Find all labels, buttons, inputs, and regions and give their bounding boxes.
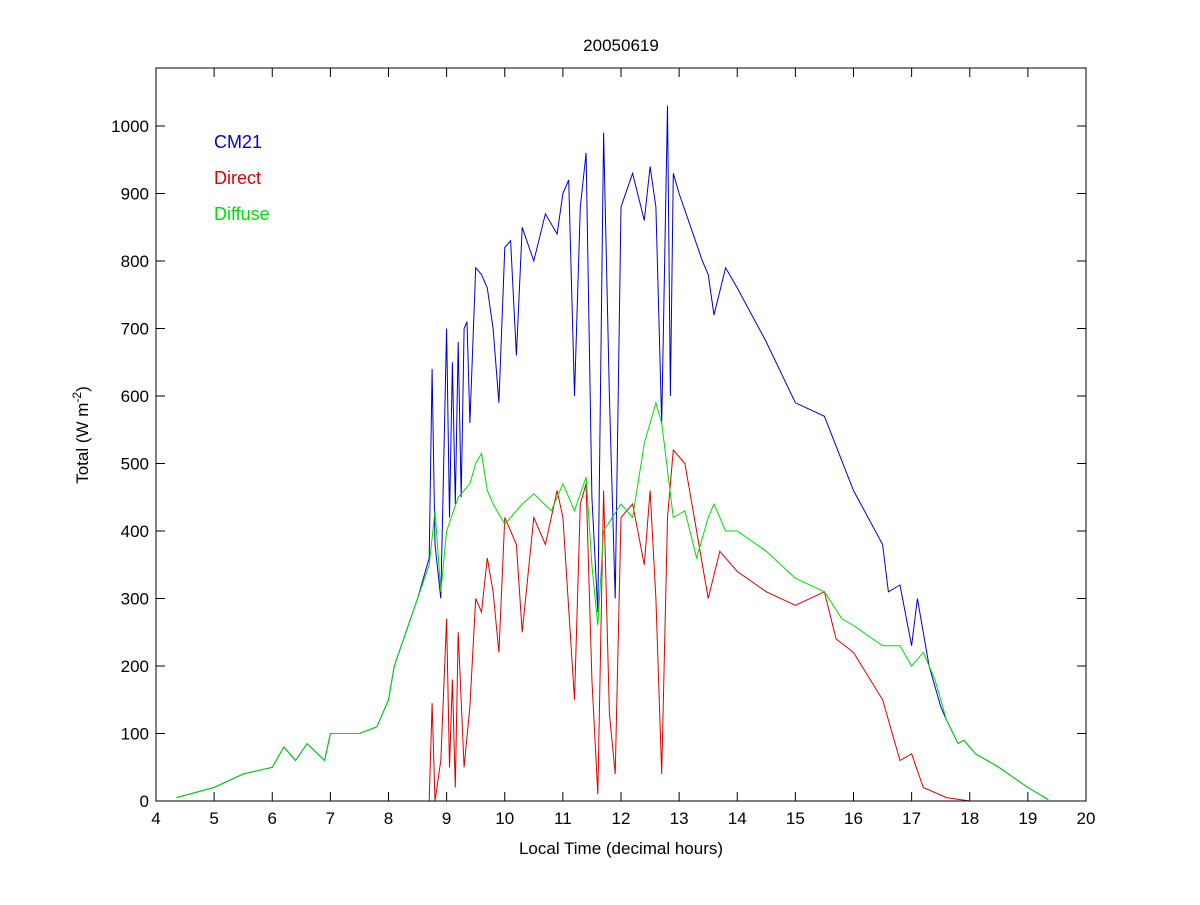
y-tick-label: 400 [121,522,149,541]
x-tick-label: 18 [960,809,979,828]
y-tick-label: 800 [121,252,149,271]
y-tick-label: 900 [121,185,149,204]
y-tick-label: 200 [121,657,149,676]
x-tick-label: 8 [384,809,393,828]
legend-entry-cm21: CM21 [214,132,262,152]
x-tick-label: 7 [326,809,335,828]
y-tick-label: 300 [121,590,149,609]
y-axis-label-sup: -2 [70,392,84,403]
ticks-layer: 4 5 6 7 8 9 10 11 12 13 14 15 16 17 18 19 20010020030040… [111,68,1095,828]
y-tick-label: 1000 [111,117,149,136]
x-tick-label: 10 [495,809,514,828]
x-tick-label: 4 [151,809,160,828]
x-tick-label: 11 [554,809,572,828]
x-tick-label: 6 [268,809,277,828]
y-tick-label: 0 [140,792,149,811]
y-tick-label: 100 [121,725,149,744]
x-tick-label: 17 [902,809,921,828]
x-tick-label: 20 [1077,809,1096,828]
legend-entry-diffuse: Diffuse [214,204,270,224]
legend: CM21 Direct Diffuse [214,132,270,224]
x-tick-label: 9 [442,809,451,828]
chart-title: 20050619 [583,36,659,55]
y-tick-label: 500 [121,455,149,474]
x-tick-label: 14 [728,809,747,828]
legend-entry-direct: Direct [214,168,261,188]
y-tick-label: 700 [121,320,149,339]
x-tick-label: 16 [844,809,863,828]
y-axis-label: Total (W m-2) [70,386,92,484]
y-axis-label-end: ) [73,386,92,392]
series-layer [176,105,1049,802]
x-tick-label: 13 [670,809,689,828]
x-tick-label: 5 [209,809,218,828]
series-line-direct [190,448,999,802]
x-tick-label: 12 [612,809,631,828]
y-axis-label-main: Total (W m [73,403,92,484]
x-axis-label: Local Time (decimal hours) [519,839,723,858]
y-tick-label: 600 [121,387,149,406]
x-tick-label: 19 [1018,809,1037,828]
series-line-diffuse [176,400,1049,801]
x-tick-label: 15 [786,809,805,828]
